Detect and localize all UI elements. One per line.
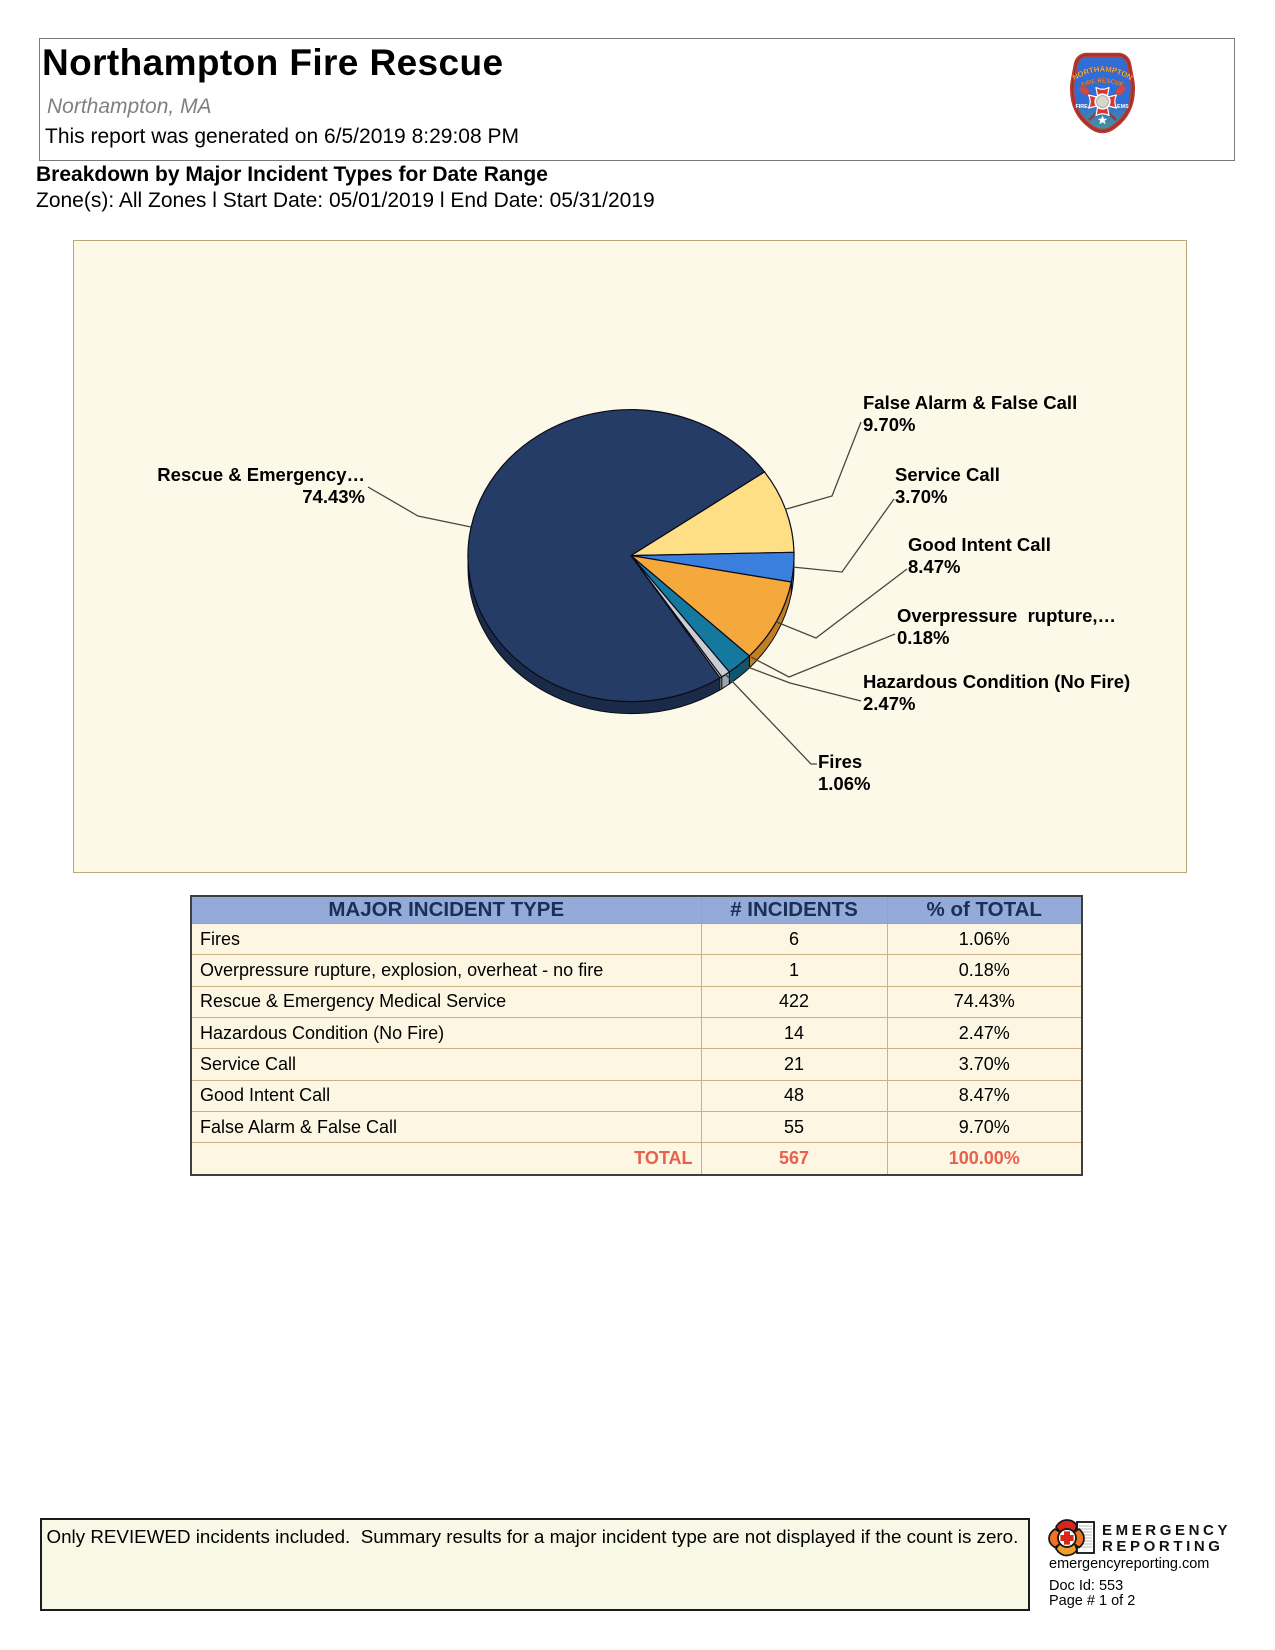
svg-text:False Alarm & False Call: False Alarm & False Call xyxy=(863,392,1077,413)
svg-text:0.18%: 0.18% xyxy=(897,627,949,648)
svg-text:3.70%: 3.70% xyxy=(895,486,947,507)
svg-text:Hazardous Condition (No Fire): Hazardous Condition (No Fire) xyxy=(863,671,1130,692)
svg-text:EMS: EMS xyxy=(1117,104,1129,110)
svg-text:1.06%: 1.06% xyxy=(818,773,870,794)
svg-text:Service Call: Service Call xyxy=(895,464,1000,485)
svg-text:FIRE RESCUE: FIRE RESCUE xyxy=(1080,77,1124,88)
svg-text:Rescue & Emergency…: Rescue & Emergency… xyxy=(157,464,365,485)
svg-text:FIRE: FIRE xyxy=(1076,104,1089,110)
svg-text:Overpressure rupture,…: Overpressure rupture,… xyxy=(897,605,1116,626)
svg-text:Fires: Fires xyxy=(818,751,862,772)
svg-text:Good Intent Call: Good Intent Call xyxy=(908,534,1051,555)
svg-text:EMERGENCY: EMERGENCY xyxy=(1102,1522,1231,1539)
svg-text:2.47%: 2.47% xyxy=(863,693,915,714)
svg-text:74.43%: 74.43% xyxy=(302,486,365,507)
svg-text:8.47%: 8.47% xyxy=(908,556,960,577)
svg-text:9.70%: 9.70% xyxy=(863,414,915,435)
svg-text:REPORTING: REPORTING xyxy=(1102,1538,1224,1555)
